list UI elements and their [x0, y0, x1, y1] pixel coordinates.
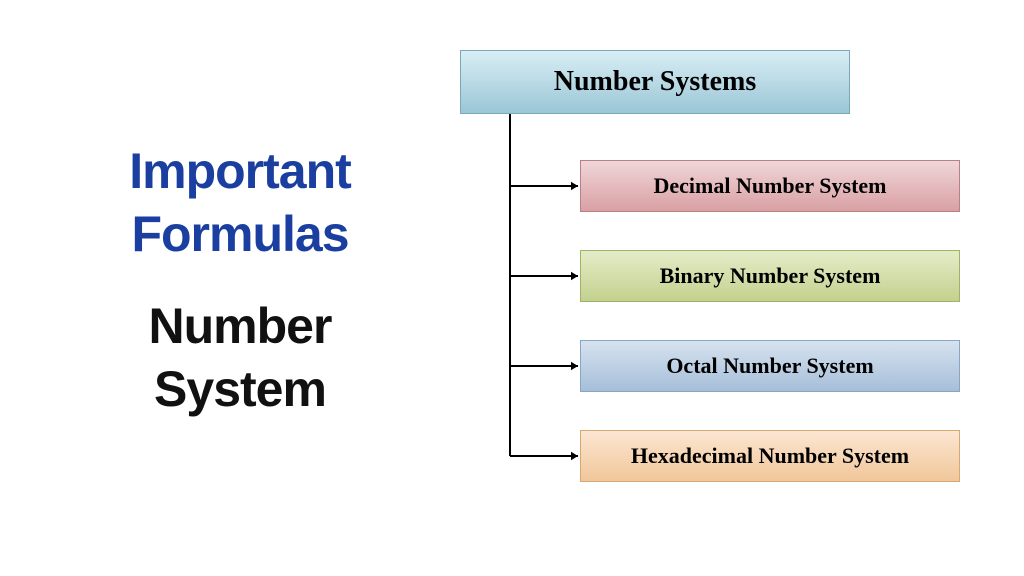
heading-number-system: Number System	[60, 295, 420, 420]
tree-child-2: Octal Number System	[580, 340, 960, 392]
number-systems-tree: Number Systems Decimal Number System Binar…	[440, 50, 1000, 530]
heading-line: System	[60, 358, 420, 421]
tree-child-1: Binary Number System	[580, 250, 960, 302]
tree-child-0: Decimal Number System	[580, 160, 960, 212]
tree-child-3: Hexadecimal Number System	[580, 430, 960, 482]
left-heading-block: Important Formulas Number System	[60, 140, 420, 420]
tree-root: Number Systems	[460, 50, 850, 114]
heading-important-formulas: Important Formulas	[60, 140, 420, 265]
heading-line: Important	[60, 140, 420, 203]
heading-line: Formulas	[60, 203, 420, 266]
heading-line: Number	[60, 295, 420, 358]
